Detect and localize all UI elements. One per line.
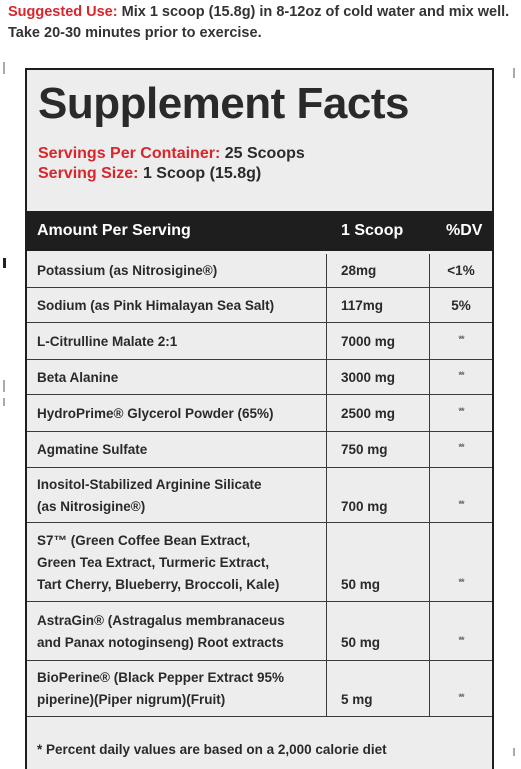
table-header: Amount Per Serving 1 Scoop %DV <box>27 211 492 251</box>
ingredient-cell: Inositol-Stabilized Arginine Silicate (as… <box>27 468 327 522</box>
dv-cell: ** <box>430 523 492 601</box>
suggested-use-text: Mix 1 scoop (15.8g) in 8-12oz of cold wa… <box>8 4 510 41</box>
panel-title: Supplement Facts <box>38 79 409 128</box>
ingredient-cell: HydroPrime® Glycerol Powder (65%) <box>27 395 327 431</box>
servings-per-container-label: Servings Per Container: <box>38 145 221 162</box>
table-row: S7™ (Green Coffee Bean Extract, Green Tea… <box>27 523 492 602</box>
header-dv: %DV <box>446 222 483 239</box>
ingredient-name-line: L-Citrulline Malate 2:1 <box>37 334 178 349</box>
servings-per-container: Servings Per Container: 25 Scoops <box>38 144 305 164</box>
margin-mark <box>513 68 515 78</box>
table-row: AstraGin® (Astragalus membranaceus and Pa… <box>27 602 492 661</box>
table-row: Inositol-Stabilized Arginine Silicate (as… <box>27 468 492 523</box>
table-row: Beta Alanine 3000 mg ** <box>27 360 492 395</box>
ingredient-cell: Agmatine Sulfate <box>27 432 327 467</box>
amount-cell: 28mg <box>327 254 430 287</box>
amount-value: 700 mg <box>341 499 388 514</box>
amount-value: 2500 mg <box>341 406 396 421</box>
dv-value: ** <box>458 442 464 452</box>
amount-cell: 117mg <box>327 288 430 322</box>
ingredient-cell: BioPerine® (Black Pepper Extract 95% pipe… <box>27 661 327 716</box>
dv-value: <1% <box>447 263 475 278</box>
footnote: * Percent daily values are based on a 2,… <box>37 742 387 757</box>
dv-cell: ** <box>430 395 492 431</box>
table-row: HydroPrime® Glycerol Powder (65%) 2500 mg… <box>27 395 492 432</box>
ingredient-name-line: Beta Alanine <box>37 370 119 385</box>
ingredient-cell: L-Citrulline Malate 2:1 <box>27 323 327 359</box>
dv-value: ** <box>458 635 464 645</box>
dv-value: ** <box>458 334 464 344</box>
amount-value: 50 mg <box>341 635 381 650</box>
ingredient-cell: Sodium (as Pink Himalayan Sea Salt) <box>27 288 327 322</box>
supplement-facts-panel: Supplement Facts Servings Per Container:… <box>25 68 494 769</box>
ingredient-name-line: AstraGin® (Astragalus membranaceus <box>37 613 285 628</box>
dv-value: ** <box>458 499 464 509</box>
amount-value: 28mg <box>341 263 377 278</box>
ingredient-name-line: HydroPrime® Glycerol Powder (65%) <box>37 406 274 421</box>
serving-size: Serving Size: 1 Scoop (15.8g) <box>38 164 261 184</box>
suggested-use: Suggested Use: Mix 1 scoop (15.8g) in 8-… <box>8 2 513 44</box>
table-row: Agmatine Sulfate 750 mg ** <box>27 432 492 468</box>
ingredient-name-line: BioPerine® (Black Pepper Extract 95% <box>37 670 285 685</box>
margin-mark <box>3 258 6 268</box>
ingredient-name-line: Inositol-Stabilized Arginine Silicate <box>37 477 262 492</box>
ingredient-cell: S7™ (Green Coffee Bean Extract, Green Tea… <box>27 523 327 601</box>
dv-value: ** <box>458 577 464 587</box>
ingredient-cell: Potassium (as Nitrosigine®) <box>27 254 327 287</box>
dv-value: ** <box>458 406 464 416</box>
dv-value: ** <box>458 692 464 702</box>
dv-value: ** <box>458 370 464 380</box>
dv-cell: ** <box>430 432 492 467</box>
amount-value: 50 mg <box>341 577 381 592</box>
ingredient-name-line: Tart Cherry, Blueberry, Broccoli, Kale) <box>37 577 280 592</box>
ingredient-name-line: Agmatine Sulfate <box>37 442 148 457</box>
table-row: BioPerine® (Black Pepper Extract 95% pipe… <box>27 661 492 717</box>
ingredient-name-line: S7™ (Green Coffee Bean Extract, <box>37 533 251 548</box>
ingredient-name-line: and Panax notoginseng) Root extracts <box>37 635 284 650</box>
dv-value: 5% <box>451 298 471 313</box>
servings-per-container-value: 25 Scoops <box>224 145 305 162</box>
amount-cell: 2500 mg <box>327 395 430 431</box>
header-amount-per-serving: Amount Per Serving <box>37 222 191 239</box>
amount-value: 3000 mg <box>341 370 396 385</box>
ingredient-name-line: piperine)(Piper nigrum)(Fruit) <box>37 692 226 707</box>
dv-cell: 5% <box>430 288 492 322</box>
dv-cell: <1% <box>430 254 492 287</box>
table-row: L-Citrulline Malate 2:1 7000 mg ** <box>27 323 492 360</box>
margin-mark <box>3 62 5 74</box>
dv-cell: ** <box>430 360 492 394</box>
margin-mark <box>3 380 5 392</box>
serving-size-value: 1 Scoop (15.8g) <box>142 165 262 182</box>
amount-value: 117mg <box>341 298 384 313</box>
amount-cell: 5 mg <box>327 661 430 716</box>
amount-value: 7000 mg <box>341 334 396 349</box>
margin-mark <box>513 748 515 756</box>
amount-cell: 750 mg <box>327 432 430 467</box>
dv-cell: ** <box>430 602 492 660</box>
ingredient-cell: AstraGin® (Astragalus membranaceus and Pa… <box>27 602 327 660</box>
suggested-use-label: Suggested Use: <box>8 4 118 20</box>
table-row: Potassium (as Nitrosigine®) 28mg <1% <box>27 254 492 288</box>
ingredient-name-line: Sodium (as Pink Himalayan Sea Salt) <box>37 298 275 313</box>
table-row: Sodium (as Pink Himalayan Sea Salt) 117mg… <box>27 288 492 323</box>
dv-cell: ** <box>430 468 492 522</box>
ingredient-cell: Beta Alanine <box>27 360 327 394</box>
amount-value: 750 mg <box>341 442 388 457</box>
serving-size-label: Serving Size: <box>38 165 139 182</box>
ingredient-name-line: Potassium (as Nitrosigine®) <box>37 263 218 278</box>
amount-cell: 7000 mg <box>327 323 430 359</box>
amount-cell: 3000 mg <box>327 360 430 394</box>
dv-cell: ** <box>430 661 492 716</box>
header-scoop: 1 Scoop <box>341 222 404 239</box>
amount-cell: 700 mg <box>327 468 430 522</box>
dv-cell: ** <box>430 323 492 359</box>
margin-mark <box>3 398 5 406</box>
amount-cell: 50 mg <box>327 602 430 660</box>
ingredient-name-line: Green Tea Extract, Turmeric Extract, <box>37 555 270 570</box>
ingredient-name-line: (as Nitrosigine®) <box>37 499 146 514</box>
amount-cell: 50 mg <box>327 523 430 601</box>
amount-value: 5 mg <box>341 692 373 707</box>
